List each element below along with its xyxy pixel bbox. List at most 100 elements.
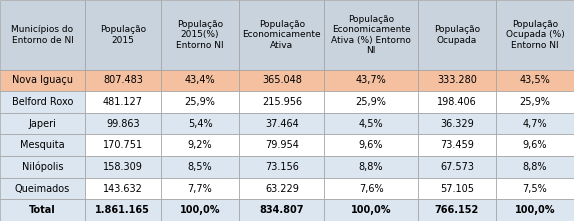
Text: 25,9%: 25,9% (519, 97, 550, 107)
Bar (496, 199, 574, 221)
Text: Belford Roxo: Belford Roxo (12, 97, 73, 107)
Bar (496, 0, 574, 70)
Text: 9,6%: 9,6% (523, 140, 547, 150)
Text: Municípios do
Entorno de NI: Municípios do Entorno de NI (11, 25, 73, 44)
Bar (161, 178, 239, 199)
Bar (239, 91, 324, 113)
Bar (161, 113, 239, 135)
Bar (85, 0, 161, 70)
Bar (161, 0, 239, 70)
Text: 57.105: 57.105 (440, 184, 474, 194)
Bar (239, 0, 324, 70)
Text: 43,7%: 43,7% (356, 75, 386, 86)
Text: 79.954: 79.954 (265, 140, 299, 150)
Text: 333.280: 333.280 (437, 75, 477, 86)
Bar (85, 91, 161, 113)
Bar (0, 135, 85, 156)
Bar (324, 113, 418, 135)
Text: Japeri: Japeri (29, 119, 56, 129)
Text: 158.309: 158.309 (103, 162, 143, 172)
Bar (239, 135, 324, 156)
Text: 198.406: 198.406 (437, 97, 477, 107)
Bar (85, 199, 161, 221)
Bar (418, 156, 496, 178)
Text: 481.127: 481.127 (103, 97, 143, 107)
Text: 8,8%: 8,8% (359, 162, 383, 172)
Bar (324, 91, 418, 113)
Text: 766.152: 766.152 (435, 205, 479, 215)
Bar (496, 70, 574, 91)
Text: 834.807: 834.807 (259, 205, 304, 215)
Text: Nova Iguaçu: Nova Iguaçu (12, 75, 73, 86)
Text: 73.156: 73.156 (265, 162, 299, 172)
Text: 8,8%: 8,8% (523, 162, 547, 172)
Text: 9,6%: 9,6% (359, 140, 383, 150)
Text: 170.751: 170.751 (103, 140, 143, 150)
Text: 365.048: 365.048 (262, 75, 302, 86)
Bar (239, 70, 324, 91)
Text: 100,0%: 100,0% (515, 205, 555, 215)
Bar (85, 156, 161, 178)
Text: 8,5%: 8,5% (188, 162, 212, 172)
Bar (418, 178, 496, 199)
Text: Total: Total (29, 205, 56, 215)
Text: População
Ocupada (%)
Entorno NI: População Ocupada (%) Entorno NI (506, 20, 564, 50)
Text: 100,0%: 100,0% (180, 205, 220, 215)
Bar (239, 156, 324, 178)
Bar (496, 135, 574, 156)
Bar (161, 70, 239, 91)
Text: 43,5%: 43,5% (519, 75, 550, 86)
Bar (161, 199, 239, 221)
Bar (85, 178, 161, 199)
Text: 4,7%: 4,7% (523, 119, 547, 129)
Bar (85, 70, 161, 91)
Text: 43,4%: 43,4% (185, 75, 215, 86)
Text: 807.483: 807.483 (103, 75, 143, 86)
Bar (0, 156, 85, 178)
Text: Mesquita: Mesquita (20, 140, 65, 150)
Text: 25,9%: 25,9% (185, 97, 215, 107)
Bar (0, 0, 85, 70)
Bar (324, 70, 418, 91)
Text: 7,6%: 7,6% (359, 184, 383, 194)
Bar (324, 135, 418, 156)
Bar (496, 91, 574, 113)
Text: População
Ocupada: População Ocupada (434, 25, 480, 44)
Bar (324, 0, 418, 70)
Bar (496, 113, 574, 135)
Bar (161, 156, 239, 178)
Bar (418, 70, 496, 91)
Bar (85, 135, 161, 156)
Bar (0, 178, 85, 199)
Text: 4,5%: 4,5% (359, 119, 383, 129)
Bar (0, 91, 85, 113)
Bar (418, 91, 496, 113)
Text: 36.329: 36.329 (440, 119, 474, 129)
Text: 37.464: 37.464 (265, 119, 298, 129)
Text: 7,7%: 7,7% (188, 184, 212, 194)
Text: 100,0%: 100,0% (351, 205, 391, 215)
Text: 9,2%: 9,2% (188, 140, 212, 150)
Text: Nilópolis: Nilópolis (22, 162, 63, 172)
Text: 143.632: 143.632 (103, 184, 143, 194)
Text: 99.863: 99.863 (106, 119, 139, 129)
Text: 215.956: 215.956 (262, 97, 302, 107)
Bar (85, 113, 161, 135)
Text: 63.229: 63.229 (265, 184, 299, 194)
Text: Queimados: Queimados (15, 184, 70, 194)
Bar (239, 113, 324, 135)
Bar (161, 135, 239, 156)
Text: 25,9%: 25,9% (356, 97, 386, 107)
Text: 5,4%: 5,4% (188, 119, 212, 129)
Text: População
2015(%)
Entorno NI: População 2015(%) Entorno NI (176, 20, 224, 50)
Bar (418, 135, 496, 156)
Bar (418, 0, 496, 70)
Text: 1.861.165: 1.861.165 (95, 205, 150, 215)
Bar (239, 199, 324, 221)
Text: População
Economicamente
Ativa: População Economicamente Ativa (243, 20, 321, 50)
Bar (161, 91, 239, 113)
Text: 7,5%: 7,5% (522, 184, 548, 194)
Bar (0, 199, 85, 221)
Text: 67.573: 67.573 (440, 162, 474, 172)
Bar (239, 178, 324, 199)
